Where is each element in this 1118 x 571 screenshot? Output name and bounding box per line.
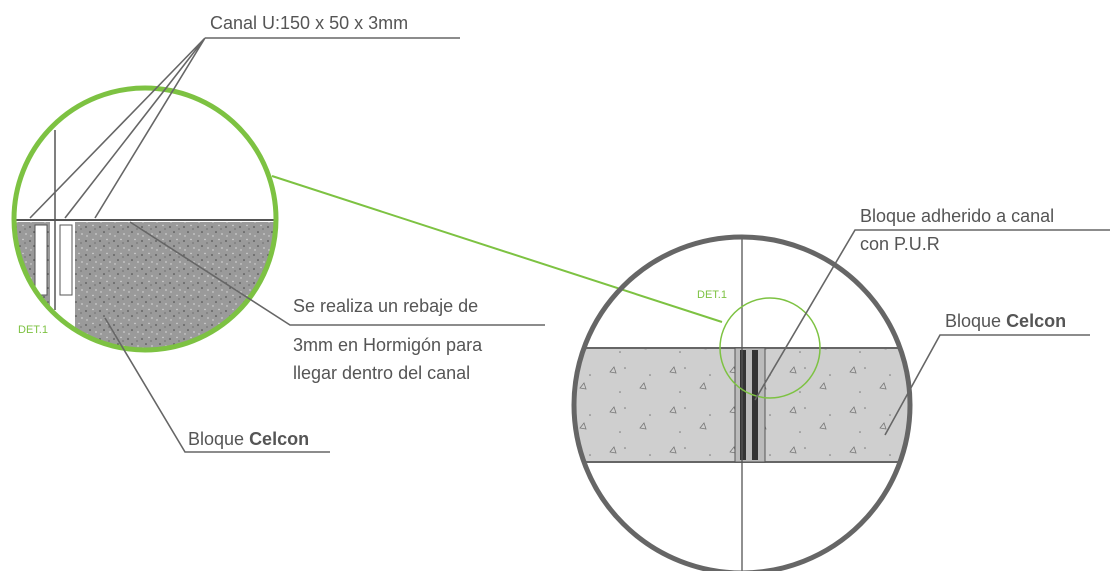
label: llegar dentro del canal	[293, 363, 470, 383]
label-emphasis: Celcon	[249, 429, 309, 449]
label-text: Bloque	[188, 429, 244, 449]
label-text: Bloque	[945, 311, 1001, 331]
label: Canal U:150 x 50 x 3mm	[210, 13, 408, 33]
leader	[885, 335, 1090, 435]
label: Se realiza un rebaje de	[293, 296, 478, 316]
label: Bloque adherido a canal	[860, 206, 1054, 226]
diagram: Canal U:150 x 50 x 3mm Se realiza un reb…	[0, 0, 1118, 571]
detail-tag: DET.1	[697, 289, 727, 301]
detail-tag: DET.1	[18, 324, 48, 336]
left-detail-drawing	[10, 130, 290, 362]
label: con P.U.R	[860, 234, 940, 254]
label: 3mm en Hormigón para	[293, 335, 483, 355]
leader	[30, 38, 460, 218]
label-emphasis: Celcon	[1006, 311, 1066, 331]
